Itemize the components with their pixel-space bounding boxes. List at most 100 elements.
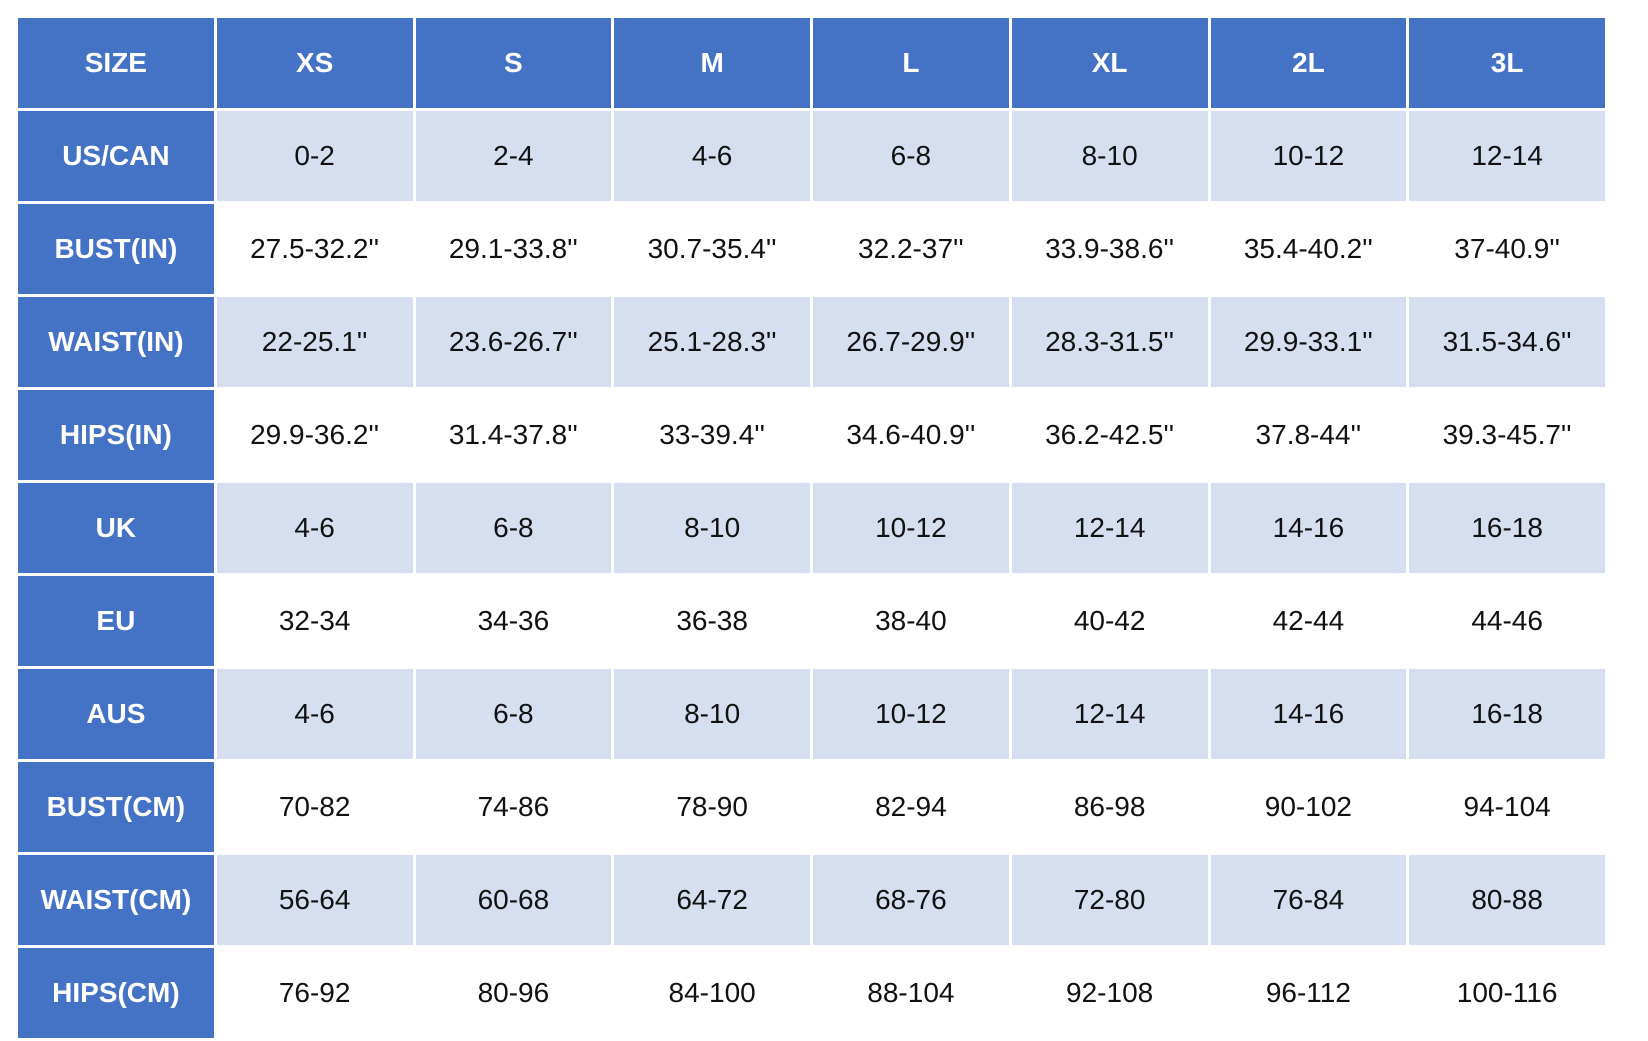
table-cell: 60-68 <box>412 852 615 948</box>
column-header: S <box>412 15 615 111</box>
table-cell: 78-90 <box>611 759 813 855</box>
table-cell: 4-6 <box>213 666 416 762</box>
table-cell: 22-25.1'' <box>213 294 416 390</box>
column-header: L <box>810 15 1012 111</box>
table-cell: 23.6-26.7'' <box>412 294 615 390</box>
table-cell: 90-102 <box>1207 759 1410 855</box>
table-cell: 64-72 <box>611 852 813 948</box>
table-cell: 0-2 <box>213 108 416 204</box>
table-cell: 68-76 <box>810 852 1012 948</box>
table-cell: 70-82 <box>213 759 416 855</box>
table-cell: 31.4-37.8'' <box>412 387 615 483</box>
size-chart-table: SIZE XS S M L XL 2L 3L US/CAN 0-2 2-4 4-6 6-8 8-10 10… <box>15 15 1608 1041</box>
table-cell: 96-112 <box>1207 945 1410 1041</box>
table-cell: 33-39.4'' <box>611 387 813 483</box>
table-cell: 26.7-29.9'' <box>810 294 1012 390</box>
table-cell: 8-10 <box>611 480 813 576</box>
column-header: XS <box>213 15 416 111</box>
table-cell: 27.5-32.2'' <box>213 201 416 297</box>
table-cell: 36.2-42.5'' <box>1008 387 1211 483</box>
row-header: WAIST(CM) <box>15 852 217 948</box>
table-cell: 10-12 <box>1207 108 1410 204</box>
table-cell: 94-104 <box>1406 759 1608 855</box>
table-cell: 12-14 <box>1008 480 1211 576</box>
table-cell: 36-38 <box>611 573 813 669</box>
row-header: HIPS(CM) <box>15 945 217 1041</box>
column-header: 2L <box>1207 15 1410 111</box>
table-cell: 40-42 <box>1008 573 1211 669</box>
table-cell: 88-104 <box>810 945 1012 1041</box>
table-row: AUS 4-6 6-8 8-10 10-12 12-14 14-16 16-18 <box>15 666 1608 762</box>
table-cell: 8-10 <box>1008 108 1211 204</box>
table-row: WAIST(IN) 22-25.1'' 23.6-26.7'' 25.1-28.3''… <box>15 294 1608 390</box>
table-cell: 86-98 <box>1008 759 1211 855</box>
table-row: HIPS(CM) 76-92 80-96 84-100 88-104 92-108 96-1… <box>15 945 1608 1041</box>
table-cell: 31.5-34.6'' <box>1406 294 1608 390</box>
header-row: SIZE XS S M L XL 2L 3L <box>15 15 1608 111</box>
table-cell: 39.3-45.7'' <box>1406 387 1608 483</box>
table-cell: 29.9-33.1'' <box>1207 294 1410 390</box>
row-header: AUS <box>15 666 217 762</box>
table-row: UK 4-6 6-8 8-10 10-12 12-14 14-16 16-18 <box>15 480 1608 576</box>
table-cell: 10-12 <box>810 666 1012 762</box>
table-row: HIPS(IN) 29.9-36.2'' 31.4-37.8'' 33-39.4'' 3… <box>15 387 1608 483</box>
table-cell: 12-14 <box>1008 666 1211 762</box>
row-header: WAIST(IN) <box>15 294 217 390</box>
table-cell: 34.6-40.9'' <box>810 387 1012 483</box>
column-header: M <box>611 15 813 111</box>
table-cell: 6-8 <box>810 108 1012 204</box>
row-header: HIPS(IN) <box>15 387 217 483</box>
table-cell: 74-86 <box>412 759 615 855</box>
row-header: EU <box>15 573 217 669</box>
table-cell: 84-100 <box>611 945 813 1041</box>
table-cell: 35.4-40.2'' <box>1207 201 1410 297</box>
table-cell: 14-16 <box>1207 666 1410 762</box>
table-cell: 8-10 <box>611 666 813 762</box>
table-cell: 16-18 <box>1406 666 1608 762</box>
table-cell: 6-8 <box>412 666 615 762</box>
table-cell: 92-108 <box>1008 945 1211 1041</box>
table-cell: 32.2-37'' <box>810 201 1012 297</box>
table-row: BUST(IN) 27.5-32.2'' 29.1-33.8'' 30.7-35.4'… <box>15 201 1608 297</box>
row-header: BUST(CM) <box>15 759 217 855</box>
table-cell: 32-34 <box>213 573 416 669</box>
table-cell: 2-4 <box>412 108 615 204</box>
table-cell: 30.7-35.4'' <box>611 201 813 297</box>
row-header: UK <box>15 480 217 576</box>
table-cell: 82-94 <box>810 759 1012 855</box>
table-cell: 4-6 <box>611 108 813 204</box>
table-cell: 56-64 <box>213 852 416 948</box>
table-cell: 25.1-28.3'' <box>611 294 813 390</box>
column-header: XL <box>1008 15 1211 111</box>
table-cell: 76-92 <box>213 945 416 1041</box>
table-row: WAIST(CM) 56-64 60-68 64-72 68-76 72-80 76-84 8… <box>15 852 1608 948</box>
table-cell: 29.9-36.2'' <box>213 387 416 483</box>
table-cell: 37-40.9'' <box>1406 201 1608 297</box>
table-cell: 72-80 <box>1008 852 1211 948</box>
column-header: 3L <box>1406 15 1608 111</box>
row-header: BUST(IN) <box>15 201 217 297</box>
table-cell: 100-116 <box>1406 945 1608 1041</box>
table-cell: 76-84 <box>1207 852 1410 948</box>
table-cell: 80-96 <box>412 945 615 1041</box>
table-cell: 37.8-44'' <box>1207 387 1410 483</box>
table-cell: 80-88 <box>1406 852 1608 948</box>
row-header: US/CAN <box>15 108 217 204</box>
column-header: SIZE <box>15 15 217 111</box>
table-cell: 28.3-31.5'' <box>1008 294 1211 390</box>
table-row: BUST(CM) 70-82 74-86 78-90 82-94 86-98 90-102 9… <box>15 759 1608 855</box>
table-cell: 29.1-33.8'' <box>412 201 615 297</box>
table-cell: 44-46 <box>1406 573 1608 669</box>
table-cell: 4-6 <box>213 480 416 576</box>
table-cell: 42-44 <box>1207 573 1410 669</box>
table-cell: 34-36 <box>412 573 615 669</box>
table-cell: 38-40 <box>810 573 1012 669</box>
table-cell: 33.9-38.6'' <box>1008 201 1211 297</box>
table-cell: 6-8 <box>412 480 615 576</box>
table-cell: 12-14 <box>1406 108 1608 204</box>
table-cell: 14-16 <box>1207 480 1410 576</box>
table-row: US/CAN 0-2 2-4 4-6 6-8 8-10 10-12 12-14 <box>15 108 1608 204</box>
table-row: EU 32-34 34-36 36-38 38-40 40-42 42-44 44-46 <box>15 573 1608 669</box>
table-cell: 10-12 <box>810 480 1012 576</box>
table-cell: 16-18 <box>1406 480 1608 576</box>
